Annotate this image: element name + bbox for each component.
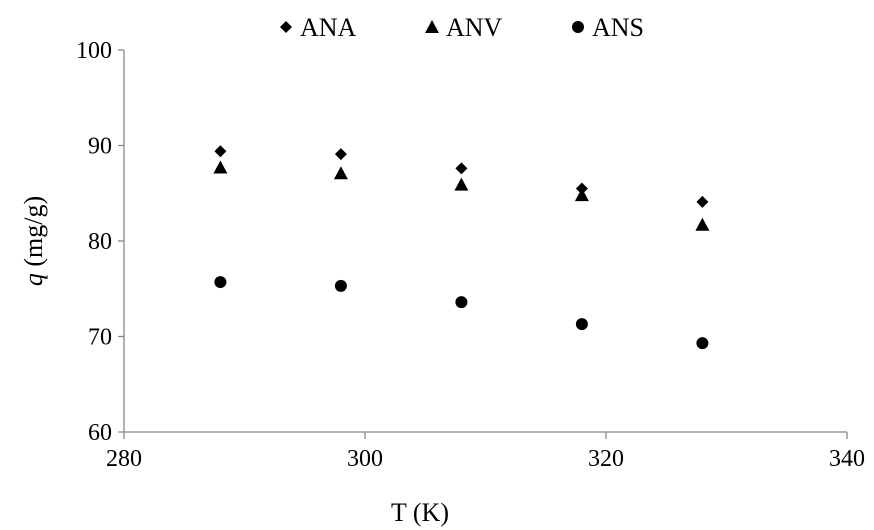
legend-item-ans: ANS bbox=[572, 13, 644, 42]
y-axis-title-symbol: q bbox=[19, 273, 48, 286]
data-points bbox=[213, 145, 710, 350]
legend-item-ana: ANA bbox=[280, 13, 357, 42]
axes bbox=[118, 49, 848, 439]
y-tick-label: 90 bbox=[88, 134, 112, 160]
data-point-anv bbox=[574, 188, 589, 202]
x-tick-label: 280 bbox=[106, 446, 142, 472]
data-point-anv bbox=[454, 177, 469, 191]
x-axis-title: T (K) bbox=[391, 498, 449, 527]
legend-marker-ans bbox=[572, 21, 584, 33]
x-tick-label: 320 bbox=[588, 446, 624, 472]
data-point-ana bbox=[455, 162, 468, 175]
data-point-ans bbox=[575, 318, 588, 331]
y-tick-label: 100 bbox=[76, 38, 112, 64]
legend-marker-anv bbox=[425, 20, 439, 33]
x-tick-label: 340 bbox=[829, 446, 865, 472]
legend-label-ans: ANS bbox=[592, 13, 644, 42]
y-axis-title-unit: (mg/g) bbox=[19, 196, 48, 273]
legend-label-anv: ANV bbox=[446, 13, 503, 42]
data-point-ans bbox=[696, 337, 709, 350]
legend: ANA ANV ANS bbox=[280, 13, 644, 42]
y-tick-label: 60 bbox=[88, 420, 112, 446]
series-ana bbox=[214, 145, 709, 208]
y-axis-title: q (mg/g) bbox=[19, 196, 48, 286]
x-tick-label: 300 bbox=[347, 446, 383, 472]
series-anv bbox=[213, 160, 710, 231]
y-tick-label: 80 bbox=[88, 229, 112, 255]
tick-labels: 60 70 80 90 100 280 300 320 340 bbox=[76, 38, 865, 472]
data-point-ans bbox=[455, 296, 468, 309]
data-point-ana bbox=[696, 195, 709, 208]
y-tick-label: 70 bbox=[88, 325, 112, 351]
legend-marker-ana bbox=[280, 21, 292, 33]
data-point-anv bbox=[695, 217, 710, 231]
data-point-anv bbox=[333, 166, 348, 180]
data-point-ana bbox=[334, 148, 347, 161]
data-point-anv bbox=[213, 160, 228, 174]
legend-item-anv: ANV bbox=[425, 13, 503, 42]
data-point-ana bbox=[214, 145, 227, 158]
data-point-ans bbox=[334, 279, 347, 292]
data-point-ans bbox=[214, 276, 227, 289]
series-ans bbox=[214, 276, 709, 350]
legend-label-ana: ANA bbox=[300, 13, 357, 42]
